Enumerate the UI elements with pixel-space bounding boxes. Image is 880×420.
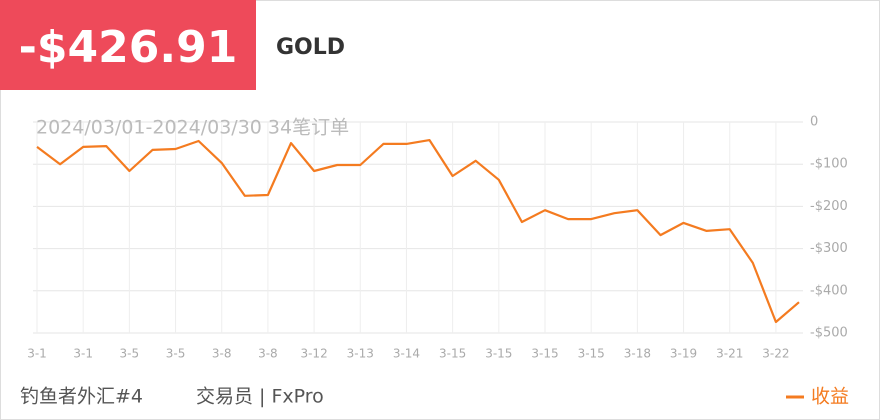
x-tick-label: 3-15 [578, 347, 605, 361]
total-value: -$426.91 [19, 22, 238, 73]
x-tick-label: 3-1 [73, 347, 93, 361]
subtitle: 2024/03/01-2024/03/30 34笔订单 [36, 117, 349, 139]
x-tick-label: 3-8 [212, 347, 232, 361]
x-tick-label: 3-1 [27, 347, 47, 361]
x-tick-label: 3-12 [300, 347, 327, 361]
trader: 交易员 | FxPro [196, 386, 324, 408]
x-tick-label: 3-5 [120, 347, 140, 361]
x-tick-label: 3-15 [531, 347, 558, 361]
legend-label: 收益 [811, 386, 849, 408]
value-badge [0, 0, 256, 90]
account: 钓鱼者外汇#4 [20, 386, 143, 408]
x-tick-label: 3-18 [624, 347, 651, 361]
y-tick-label: -$500 [810, 326, 848, 341]
y-tick-label: -$100 [810, 157, 848, 172]
y-tick-label: 0 [810, 115, 818, 130]
x-tick-label: 3-8 [258, 347, 278, 361]
x-tick-label: 3-21 [716, 347, 743, 361]
x-tick-label: 3-15 [439, 347, 466, 361]
symbol: GOLD [276, 35, 345, 60]
x-tick-label: 3-14 [393, 347, 420, 361]
y-tick-label: -$300 [810, 241, 848, 256]
series-line [36, 139, 800, 324]
x-tick-label: 3-5 [166, 347, 186, 361]
x-tick-label: 3-22 [762, 347, 789, 361]
y-tick-label: -$400 [810, 283, 848, 298]
x-tick-label: 3-19 [670, 347, 697, 361]
x-tick-label: 3-15 [485, 347, 512, 361]
y-tick-label: -$200 [810, 199, 848, 214]
x-tick-label: 3-13 [347, 347, 374, 361]
